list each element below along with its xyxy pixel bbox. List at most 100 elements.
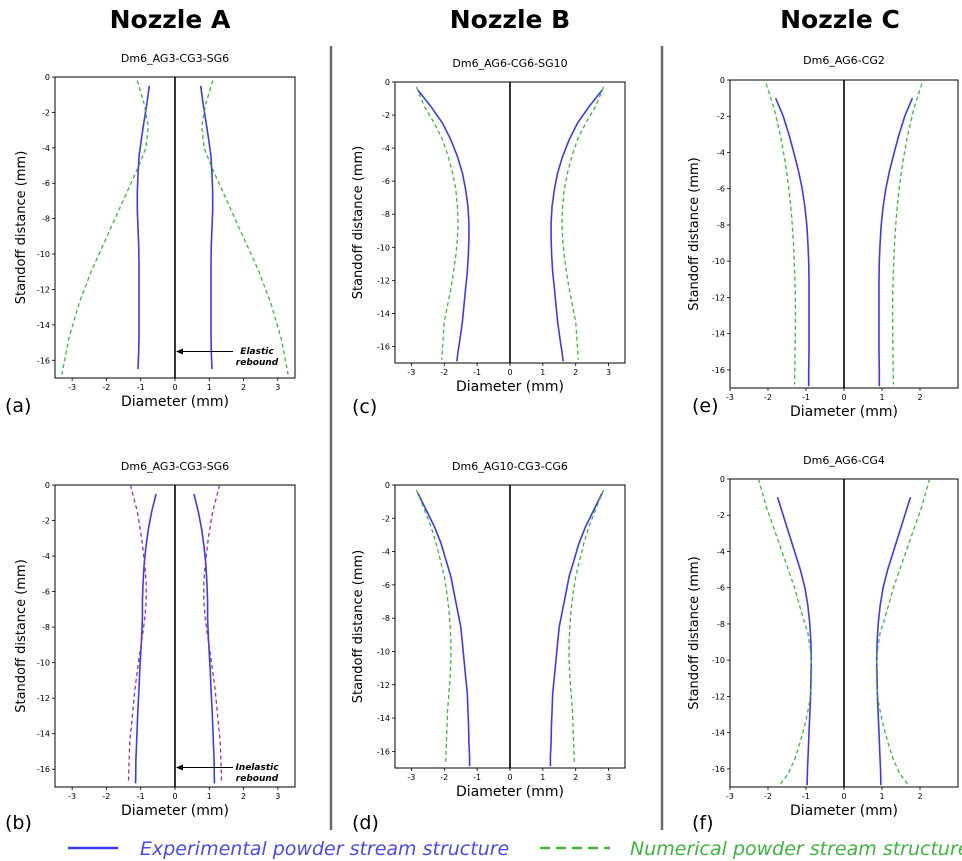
panel-e-ytick-label: -16 xyxy=(712,366,725,375)
panel-b-ytick-label: -6 xyxy=(42,588,50,597)
panel-c-ytick-label: -2 xyxy=(382,111,390,120)
panel-e-ytick-label: -14 xyxy=(712,330,725,339)
panel-c-ytick-label: -14 xyxy=(377,309,390,318)
panel-e-xlabel: Diameter (mm) xyxy=(790,404,898,420)
panel-d-xtick-label: -1 xyxy=(473,773,481,782)
panel-f: Dm6_AG6-CG4-3 -2 -1 0 1 20-2-4-6-8-10-12-14-1… xyxy=(687,454,959,834)
panel-c-xtick-label: -2 xyxy=(440,368,448,377)
panel-b-xtick-label: 3 xyxy=(275,792,280,801)
panel-c-ytick-label: -6 xyxy=(382,177,390,186)
panel-e-ytick-label: -10 xyxy=(712,257,725,266)
panel-c-ytick-label: -16 xyxy=(377,342,390,351)
legend-numerical-label: Numerical powder stream structure xyxy=(630,838,962,860)
panel-e-ylabel: Standoff distance (mm) xyxy=(687,157,702,311)
panel-e-label: (e) xyxy=(692,395,719,417)
panel-b: Dm6_AG3-CG3-SG6-3 -2 -1 0 1 2 30-2-4-6-8-10-12… xyxy=(5,460,296,834)
panel-a-experimental-right-line xyxy=(199,85,214,370)
panel-a-numerical-right-line xyxy=(201,80,289,375)
panel-f-ytick-label: -12 xyxy=(712,692,725,701)
panel-d-xtick-label: 2 xyxy=(573,773,578,782)
panel-b-ytick-label: 0 xyxy=(45,481,50,490)
panel-f-ylabel: Standoff distance (mm) xyxy=(687,556,702,710)
panel-b-xtick-label: 0 xyxy=(172,792,177,801)
panel-a-label: (a) xyxy=(5,395,31,417)
panel-b-xtick-label: -3 xyxy=(68,792,76,801)
panel-d-ytick-label: -2 xyxy=(382,514,390,523)
column-title-nozzle-b: Nozzle B xyxy=(450,5,570,34)
panel-d-xtick-label: 1 xyxy=(540,773,545,782)
panel-a-numerical-left-line xyxy=(61,80,149,375)
panel-a-xtick-label: 1 xyxy=(207,383,212,392)
panel-a-xtick-label: -1 xyxy=(137,383,145,392)
panel-e-numerical-left-line xyxy=(765,83,797,385)
panel-d-ytick-label: -4 xyxy=(382,548,390,557)
panel-e-ytick-label: -4 xyxy=(717,148,725,157)
legend: Experimental powder stream structure Num… xyxy=(68,838,962,860)
panel-b-xtick-label: 2 xyxy=(241,792,246,801)
panel-a-xtick-label: -3 xyxy=(68,383,76,392)
panel-f-ytick-label: -4 xyxy=(717,547,725,556)
panel-d-ytick-label: -16 xyxy=(377,747,390,756)
panel-d-xtick-label: -3 xyxy=(407,773,415,782)
panel-b-experimental-left-line xyxy=(134,493,157,784)
panel-c-xtick-label: 2 xyxy=(573,368,578,377)
panel-d-xtick-label: 0 xyxy=(507,773,512,782)
panel-c-ytick-label: -8 xyxy=(382,210,390,219)
panel-b-ytick-label: -14 xyxy=(37,730,50,739)
panel-c-title: Dm6_AG6-CG6-SG10 xyxy=(452,57,567,70)
panel-b-numerical-right-line xyxy=(203,484,223,784)
panel-f-ytick-label: -6 xyxy=(717,584,725,593)
panel-f-experimental-left-line xyxy=(776,496,813,786)
panel-b-ytick-label: -4 xyxy=(42,552,50,561)
panel-f-title: Dm6_AG6-CG4 xyxy=(803,454,885,467)
panel-e-xtick-label: -1 xyxy=(802,393,810,402)
panel-a-xtick-label: 2 xyxy=(241,383,246,392)
panel-d-ytick-label: 0 xyxy=(385,481,390,490)
panel-d-title: Dm6_AG10-CG3-CG6 xyxy=(452,460,568,473)
panel-d-ytick-label: -12 xyxy=(377,681,390,690)
panel-f-numerical-left-line xyxy=(757,478,813,786)
panel-e-xtick-label: 1 xyxy=(879,393,884,402)
panel-d-ylabel: Standoff distance (mm) xyxy=(351,550,366,704)
legend-experimental-label: Experimental powder stream structure xyxy=(140,838,509,860)
panel-c-numerical-right-line xyxy=(561,86,605,360)
panel-c-xlabel: Diameter (mm) xyxy=(456,379,564,395)
panel-c-xtick-label: 3 xyxy=(606,368,611,377)
panel-d-ytick-label: -8 xyxy=(382,614,390,623)
panel-f-numerical-right-line xyxy=(875,478,931,786)
panel-b-experimental-right-line xyxy=(193,493,216,784)
panel-e-ytick-label: -12 xyxy=(712,293,725,302)
panel-a-xtick-label: 3 xyxy=(275,383,280,392)
panel-c-ylabel: Standoff distance (mm) xyxy=(351,146,366,300)
panel-b-annotation-line-1: rebound xyxy=(236,774,279,784)
panel-a-ytick-label: -4 xyxy=(42,144,50,153)
panel-d-experimental-right-line xyxy=(549,492,603,767)
panel-c-xtick-label: 0 xyxy=(507,368,512,377)
panel-d-xtick-label: 3 xyxy=(606,773,611,782)
panel-c-xtick-label: -3 xyxy=(407,368,415,377)
panel-a-annotation-line-1: rebound xyxy=(236,358,279,368)
panel-d-numerical-right-line xyxy=(568,489,605,765)
panel-c-experimental-right-line xyxy=(550,89,603,362)
panel-d-numerical-left-line xyxy=(415,489,452,765)
panel-d-ytick-label: -10 xyxy=(377,647,390,656)
panel-d-xtick-label: -2 xyxy=(440,773,448,782)
panel-b-ytick-label: -10 xyxy=(37,659,50,668)
panel-a-ytick-label: -2 xyxy=(42,108,50,117)
panel-d: Dm6_AG10-CG3-CG6-3 -2 -1 0 1 2 30-2-4-6-8-10-1… xyxy=(351,460,626,834)
panel-c-experimental-left-line xyxy=(417,89,470,362)
panel-e: Dm6_AG6-CG2-3 -2 -1 0 1 20-2-4-6-8-10-12-14-1… xyxy=(687,54,959,420)
panel-b-xtick-label: 1 xyxy=(207,792,212,801)
panel-b-ytick-label: -12 xyxy=(37,694,50,703)
panel-f-ytick-label: -2 xyxy=(717,511,725,520)
panel-b-xtick-label: -1 xyxy=(137,792,145,801)
panel-b-annotation-arrowhead xyxy=(176,764,183,771)
panel-e-xtick-label: 0 xyxy=(841,393,846,402)
panel-a-ytick-label: -10 xyxy=(37,250,50,259)
panel-a-ytick-label: 0 xyxy=(45,73,50,82)
panel-a-xlabel: Diameter (mm) xyxy=(121,394,229,410)
panel-b-ylabel: Standoff distance (mm) xyxy=(14,559,29,713)
panel-e-title: Dm6_AG6-CG2 xyxy=(803,54,885,67)
panel-d-ytick-label: -14 xyxy=(377,714,390,723)
